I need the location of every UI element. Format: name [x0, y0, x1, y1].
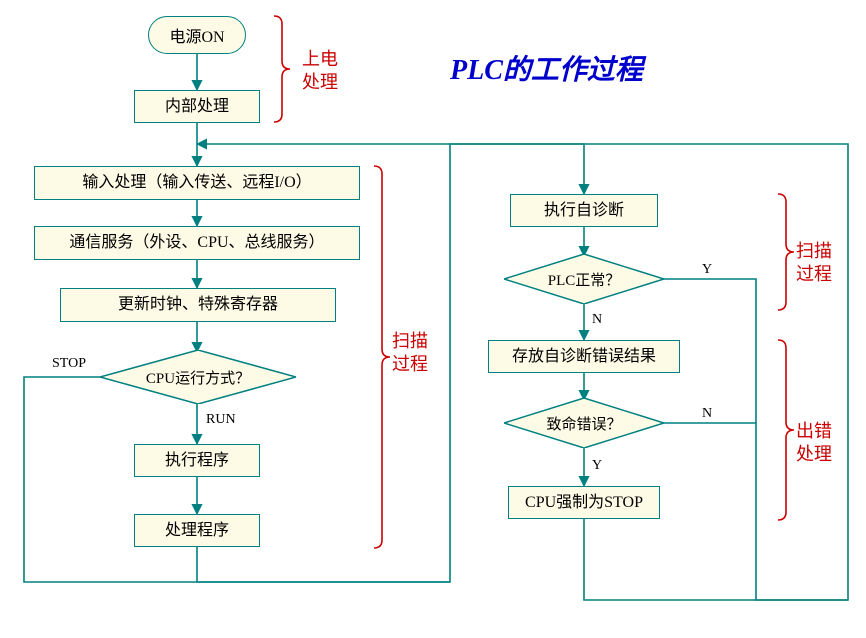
- diamond-label: PLC正常？: [548, 269, 621, 290]
- edge-label: Y: [590, 458, 604, 474]
- flow-node-comm_svc: 通信服务（外设、CPU、总线服务）: [34, 226, 360, 260]
- flow-node-store_err: 存放自诊断错误结果: [488, 340, 680, 373]
- flow-node-power_on: 电源ON: [148, 16, 246, 54]
- brace-1: [374, 166, 390, 548]
- brace-3: [778, 340, 794, 520]
- flow-node-plc_ok: PLC正常？: [504, 254, 664, 304]
- diamond-label: 致命错误？: [546, 413, 621, 434]
- diamond-label: CPU运行方式？: [146, 367, 250, 388]
- flow-node-update_clk: 更新时钟、特殊寄存器: [60, 288, 336, 322]
- flow-node-exec_prog: 执行程序: [134, 444, 260, 477]
- flow-node-fatal: 致命错误？: [504, 398, 664, 448]
- edge-label: N: [700, 406, 714, 422]
- annotation-1: 扫描 过程: [392, 330, 428, 377]
- flow-node-self_diag: 执行自诊断: [510, 194, 658, 227]
- flow-node-internal: 内部处理: [134, 90, 260, 123]
- page-title: PLC的工作过程: [450, 48, 643, 88]
- flow-edge-7: [24, 377, 450, 582]
- brace-0: [274, 16, 290, 122]
- annotation-2: 扫描 过程: [796, 240, 832, 287]
- edge-label: Y: [700, 262, 714, 278]
- annotation-3: 出错 处理: [796, 420, 832, 467]
- edge-label: RUN: [204, 412, 238, 428]
- brace-2: [778, 194, 794, 310]
- flow-node-cpu_mode: CPU运行方式？: [100, 350, 296, 404]
- edge-label: N: [590, 312, 604, 328]
- flow-node-force_stop: CPU强制为STOP: [508, 486, 660, 519]
- edge-label: STOP: [50, 356, 88, 372]
- flow-node-proc_prog: 处理程序: [134, 514, 260, 547]
- annotation-0: 上电 处理: [302, 48, 338, 95]
- flow-node-input_proc: 输入处理（输入传送、远程I/O）: [34, 166, 360, 200]
